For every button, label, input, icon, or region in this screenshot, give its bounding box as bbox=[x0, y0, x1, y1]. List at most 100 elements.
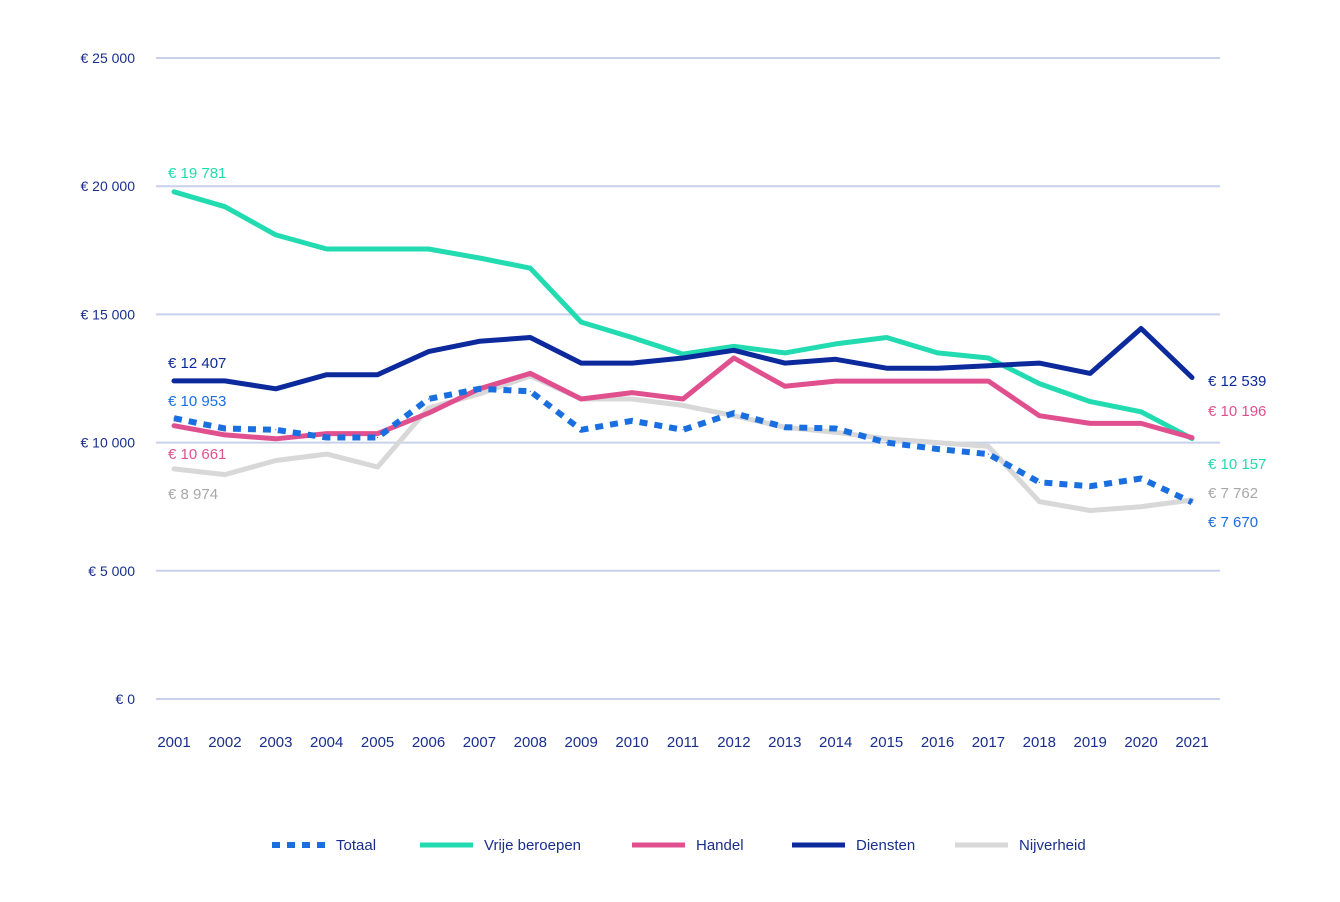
legend-label: Handel bbox=[696, 837, 744, 854]
data-point bbox=[224, 380, 226, 382]
x-tick-label: 2008 bbox=[514, 734, 547, 751]
data-point bbox=[1140, 477, 1142, 480]
data-point bbox=[224, 434, 226, 436]
data-point bbox=[1038, 415, 1040, 417]
series-end-label: € 7 762 bbox=[1208, 485, 1258, 502]
data-point bbox=[835, 427, 837, 430]
data-point bbox=[987, 453, 990, 455]
x-tick-label: 2012 bbox=[717, 734, 750, 751]
data-point bbox=[1140, 327, 1142, 330]
legend-label: Totaal bbox=[336, 837, 376, 854]
data-point bbox=[682, 398, 684, 400]
legend-label: Vrije beroepen bbox=[484, 837, 581, 854]
data-point bbox=[529, 336, 531, 339]
data-point bbox=[835, 343, 837, 345]
x-tick-label: 2018 bbox=[1023, 734, 1056, 751]
y-tick-label: € 20 000 bbox=[81, 178, 136, 194]
data-point bbox=[427, 398, 430, 400]
data-point bbox=[886, 367, 888, 369]
data-point bbox=[326, 453, 328, 455]
data-point bbox=[275, 459, 277, 462]
data-point bbox=[1089, 372, 1091, 374]
x-tick-label: 2010 bbox=[615, 734, 648, 751]
data-point bbox=[987, 445, 990, 448]
data-point bbox=[784, 352, 786, 354]
legend: Totaal Vrije beroepen Handel Diensten Nijver… bbox=[272, 837, 1086, 854]
data-point bbox=[326, 433, 328, 435]
data-point bbox=[275, 429, 277, 431]
data-point bbox=[936, 380, 939, 382]
y-tick-label: € 5 000 bbox=[88, 563, 135, 579]
data-point bbox=[733, 345, 735, 348]
data-point bbox=[682, 404, 684, 407]
data-point bbox=[326, 248, 328, 250]
series-lines bbox=[171, 189, 1195, 513]
data-point bbox=[173, 380, 175, 382]
data-point bbox=[326, 374, 328, 376]
data-point bbox=[173, 191, 175, 193]
data-point bbox=[1140, 411, 1142, 413]
data-point bbox=[427, 248, 430, 250]
data-point bbox=[427, 350, 430, 353]
data-point bbox=[987, 380, 990, 382]
data-point bbox=[224, 474, 226, 476]
y-tick-label: € 25 000 bbox=[81, 50, 136, 66]
series-value-labels: € 10 953 € 7 670 € 19 781 € 10 157 € 10 661 €… bbox=[168, 165, 1266, 531]
legend-label: Nijverheid bbox=[1019, 837, 1086, 854]
x-tick-label: 2001 bbox=[157, 734, 190, 751]
data-point bbox=[1038, 383, 1040, 385]
x-tick-label: 2017 bbox=[972, 734, 1005, 751]
x-tick-label: 2016 bbox=[921, 734, 954, 751]
data-point bbox=[1191, 501, 1193, 503]
data-point bbox=[784, 426, 786, 428]
data-point bbox=[835, 431, 837, 433]
data-point bbox=[580, 321, 582, 323]
data-point bbox=[936, 442, 939, 444]
data-point bbox=[733, 349, 735, 351]
x-tick-label: 2021 bbox=[1175, 734, 1208, 751]
series-end-label: € 10 196 bbox=[1208, 403, 1266, 420]
x-tick-label: 2011 bbox=[667, 734, 699, 751]
data-point bbox=[529, 372, 531, 374]
x-tick-label: 2003 bbox=[259, 734, 292, 751]
data-point bbox=[275, 388, 277, 390]
data-point bbox=[936, 367, 939, 369]
data-point bbox=[173, 425, 175, 427]
series-start-label: € 12 407 bbox=[168, 355, 226, 372]
data-point bbox=[478, 388, 480, 390]
data-point bbox=[682, 429, 684, 431]
data-point bbox=[580, 429, 582, 431]
y-tick-label: € 15 000 bbox=[81, 306, 136, 322]
x-tick-label: 2006 bbox=[412, 734, 445, 751]
x-tick-label: 2014 bbox=[819, 734, 852, 751]
x-axis: 2001 2002 2003 2004 2005 2006 2007 2008 2009 2010… bbox=[157, 734, 1208, 751]
data-point bbox=[427, 407, 430, 409]
data-point bbox=[173, 468, 175, 470]
x-tick-label: 2015 bbox=[870, 734, 903, 751]
data-point bbox=[377, 466, 379, 468]
data-point bbox=[835, 358, 837, 360]
series-end-label: € 10 157 bbox=[1208, 456, 1266, 473]
data-point bbox=[682, 353, 684, 355]
data-point bbox=[1191, 436, 1193, 439]
series-start-label: € 19 781 bbox=[168, 165, 226, 182]
series-line-totaal bbox=[173, 385, 1194, 506]
series-start-label: € 8 974 bbox=[168, 486, 218, 503]
x-tick-label: 2009 bbox=[565, 734, 598, 751]
data-point bbox=[631, 420, 633, 422]
data-point bbox=[835, 380, 837, 382]
data-point bbox=[1191, 376, 1193, 379]
data-point bbox=[1089, 422, 1091, 424]
data-point bbox=[936, 448, 939, 450]
y-tick-label: € 0 bbox=[116, 691, 136, 707]
y-tick-label: € 10 000 bbox=[81, 435, 136, 451]
data-point bbox=[478, 257, 480, 259]
data-point bbox=[1038, 500, 1040, 503]
data-point bbox=[631, 362, 633, 364]
data-point bbox=[478, 340, 480, 342]
data-point bbox=[275, 438, 277, 440]
series-start-label: € 10 661 bbox=[168, 446, 226, 463]
data-point bbox=[631, 398, 633, 400]
data-point bbox=[936, 352, 939, 354]
